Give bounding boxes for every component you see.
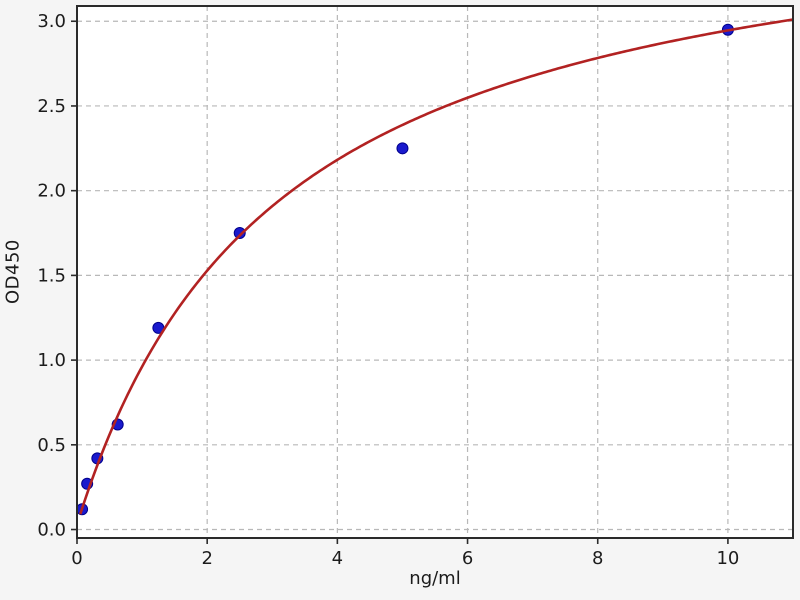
plot-area xyxy=(77,6,793,538)
x-tick-label: 8 xyxy=(592,548,603,569)
y-tick-label: 0.5 xyxy=(37,435,66,456)
y-tick-label: 1.5 xyxy=(37,265,66,286)
fit-curve-line xyxy=(79,18,793,515)
y-tick-label: 1.0 xyxy=(37,350,66,371)
x-tick-label: 10 xyxy=(716,548,739,569)
x-tick-label: 0 xyxy=(71,548,82,569)
y-tick-label: 3.0 xyxy=(37,11,66,32)
y-tick-label: 0.0 xyxy=(37,520,66,541)
x-tick-label: 2 xyxy=(201,548,212,569)
data-point xyxy=(396,142,409,155)
y-tick-label: 2.5 xyxy=(37,96,66,117)
plot-border xyxy=(76,5,794,539)
data-point xyxy=(233,227,246,240)
x-axis-label: ng/ml xyxy=(409,568,461,589)
y-tick-label: 2.0 xyxy=(37,181,66,202)
x-tick-label: 6 xyxy=(462,548,473,569)
y-axis-label: OD450 xyxy=(2,239,24,305)
x-tick-label: 4 xyxy=(332,548,343,569)
